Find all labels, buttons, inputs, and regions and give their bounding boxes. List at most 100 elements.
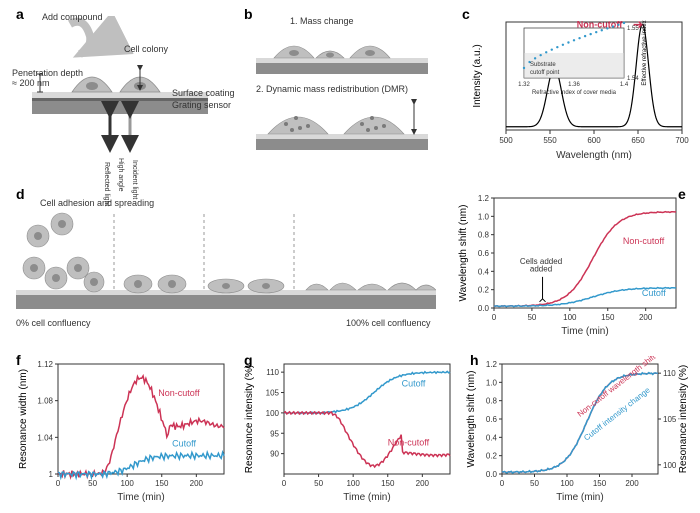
svg-text:500: 500 bbox=[499, 136, 513, 145]
panel-d-schematic bbox=[16, 206, 436, 316]
svg-text:Non-cutoff: Non-cutoff bbox=[623, 236, 665, 246]
svg-text:1.2: 1.2 bbox=[478, 194, 490, 203]
svg-text:100: 100 bbox=[266, 409, 280, 418]
svg-text:Effective refractive index: Effective refractive index bbox=[642, 20, 648, 85]
svg-text:cutoff point: cutoff point bbox=[530, 70, 560, 76]
svg-text:0.6: 0.6 bbox=[486, 415, 498, 424]
svg-text:90: 90 bbox=[270, 450, 279, 459]
svg-text:1.36: 1.36 bbox=[568, 82, 580, 88]
svg-text:Cutoff: Cutoff bbox=[172, 439, 196, 449]
svg-text:1.55: 1.55 bbox=[627, 26, 639, 32]
svg-text:100: 100 bbox=[663, 461, 677, 470]
text-d-left: 0% cell confluency bbox=[16, 318, 91, 328]
text-incident: Incident light bbox=[131, 160, 138, 199]
svg-text:Cutoff: Cutoff bbox=[642, 288, 666, 298]
panel-h-chart: 0 50 100 150 200 0.0 0.2 0.4 0.6 0.8 1.0 1.2 100 105 1… bbox=[462, 356, 696, 506]
svg-text:1.32: 1.32 bbox=[518, 82, 530, 88]
text-high-angle: High angle bbox=[117, 158, 124, 191]
svg-text:50: 50 bbox=[314, 479, 323, 488]
panel-label-d: d bbox=[16, 186, 25, 202]
svg-text:105: 105 bbox=[663, 415, 677, 424]
text-cell-colony: Cell colony bbox=[124, 44, 168, 54]
svg-text:100: 100 bbox=[346, 479, 360, 488]
text-mass-change: 1. Mass change bbox=[290, 16, 354, 26]
text-grating: Grating sensor bbox=[172, 100, 231, 110]
svg-text:1.0: 1.0 bbox=[486, 378, 498, 387]
svg-text:Time (min): Time (min) bbox=[343, 492, 390, 503]
svg-text:Wavelength (nm): Wavelength (nm) bbox=[556, 150, 632, 161]
svg-text:0.8: 0.8 bbox=[486, 397, 498, 406]
svg-text:1: 1 bbox=[49, 470, 54, 479]
svg-text:50: 50 bbox=[527, 313, 536, 322]
svg-text:1.54: 1.54 bbox=[627, 76, 639, 82]
svg-text:0.6: 0.6 bbox=[478, 249, 490, 258]
svg-text:150: 150 bbox=[601, 313, 615, 322]
svg-text:1.0: 1.0 bbox=[478, 212, 490, 221]
svg-text:Non-cutoff: Non-cutoff bbox=[158, 388, 200, 398]
svg-text:110: 110 bbox=[266, 368, 279, 377]
svg-text:700: 700 bbox=[675, 136, 689, 145]
svg-text:0.4: 0.4 bbox=[486, 433, 498, 442]
svg-text:550: 550 bbox=[543, 136, 557, 145]
text-d-right: 100% cell confluency bbox=[346, 318, 431, 328]
svg-text:0.0: 0.0 bbox=[486, 470, 498, 479]
svg-text:1.2: 1.2 bbox=[486, 360, 498, 369]
svg-text:650: 650 bbox=[631, 136, 645, 145]
svg-text:200: 200 bbox=[625, 479, 639, 488]
svg-text:0.4: 0.4 bbox=[478, 267, 490, 276]
panel-e-chart: 0 50 100 150 200 0.0 0.2 0.4 0.6 0.8 1.0 1.2 Time (m… bbox=[454, 190, 688, 340]
figure-root: a bbox=[0, 0, 700, 513]
svg-text:0: 0 bbox=[56, 479, 61, 488]
svg-text:Intensity (a.u.): Intensity (a.u.) bbox=[472, 44, 483, 107]
svg-text:200: 200 bbox=[416, 479, 430, 488]
svg-text:600: 600 bbox=[587, 136, 601, 145]
svg-text:Refractive index of cover medi: Refractive index of cover media bbox=[532, 90, 617, 96]
svg-text:Wavelength shift (nm): Wavelength shift (nm) bbox=[458, 205, 469, 302]
svg-text:Cutoff: Cutoff bbox=[402, 378, 426, 388]
svg-text:110: 110 bbox=[663, 369, 676, 378]
svg-text:100: 100 bbox=[560, 479, 574, 488]
svg-text:0.2: 0.2 bbox=[478, 286, 490, 295]
svg-text:0.0: 0.0 bbox=[478, 304, 490, 313]
svg-text:Wavelength shift (nm): Wavelength shift (nm) bbox=[466, 371, 477, 468]
svg-text:1.4: 1.4 bbox=[620, 82, 629, 88]
text-add-compound: Add compound bbox=[42, 12, 103, 22]
svg-text:Non-cutoff: Non-cutoff bbox=[388, 437, 430, 447]
text-penetration: Penetration depth ≈ 200 nm bbox=[12, 68, 83, 88]
svg-text:Resonance width (nm): Resonance width (nm) bbox=[18, 369, 29, 469]
panel-b-bottom bbox=[256, 96, 454, 152]
panel-label-b: b bbox=[244, 6, 253, 22]
svg-text:added: added bbox=[530, 264, 552, 273]
svg-text:150: 150 bbox=[381, 479, 395, 488]
svg-text:0.8: 0.8 bbox=[478, 231, 490, 240]
svg-text:0: 0 bbox=[492, 313, 497, 322]
svg-text:Substrate: Substrate bbox=[530, 62, 556, 68]
svg-text:0: 0 bbox=[282, 479, 287, 488]
svg-text:1.04: 1.04 bbox=[37, 433, 53, 442]
svg-text:Resonance intensity (%): Resonance intensity (%) bbox=[678, 365, 689, 473]
svg-text:50: 50 bbox=[88, 479, 97, 488]
svg-text:105: 105 bbox=[266, 389, 280, 398]
svg-text:50: 50 bbox=[530, 479, 539, 488]
svg-text:Cutoff intensity change: Cutoff intensity change bbox=[582, 385, 652, 442]
text-surface: Surface coating bbox=[172, 88, 235, 98]
panel-b-top bbox=[256, 28, 428, 74]
panel-f-chart: 05010015020011.041.081.12Time (min)Reson… bbox=[14, 356, 234, 506]
svg-text:1.12: 1.12 bbox=[37, 360, 53, 369]
svg-text:Time (min): Time (min) bbox=[117, 492, 164, 503]
text-dmr: 2. Dynamic mass redistribution (DMR) bbox=[256, 84, 408, 94]
svg-text:1.08: 1.08 bbox=[37, 397, 53, 406]
svg-text:200: 200 bbox=[190, 479, 204, 488]
svg-text:150: 150 bbox=[593, 479, 607, 488]
svg-text:0: 0 bbox=[500, 479, 505, 488]
panel-c-chart: 500 550 600 650 700 Wavelength (nm) Intensity … bbox=[466, 14, 690, 164]
svg-text:Time (min): Time (min) bbox=[561, 326, 608, 337]
svg-text:0.2: 0.2 bbox=[486, 452, 498, 461]
svg-text:Resonance intensity (%): Resonance intensity (%) bbox=[244, 365, 255, 473]
svg-text:95: 95 bbox=[270, 429, 279, 438]
svg-text:Time (min): Time (min) bbox=[556, 492, 603, 503]
svg-text:100: 100 bbox=[563, 313, 577, 322]
panel-g-chart: 0 50 100 150 200 90 95 100 105 110 Time (min) Reson… bbox=[240, 356, 460, 506]
svg-text:150: 150 bbox=[155, 479, 169, 488]
svg-text:200: 200 bbox=[639, 313, 653, 322]
